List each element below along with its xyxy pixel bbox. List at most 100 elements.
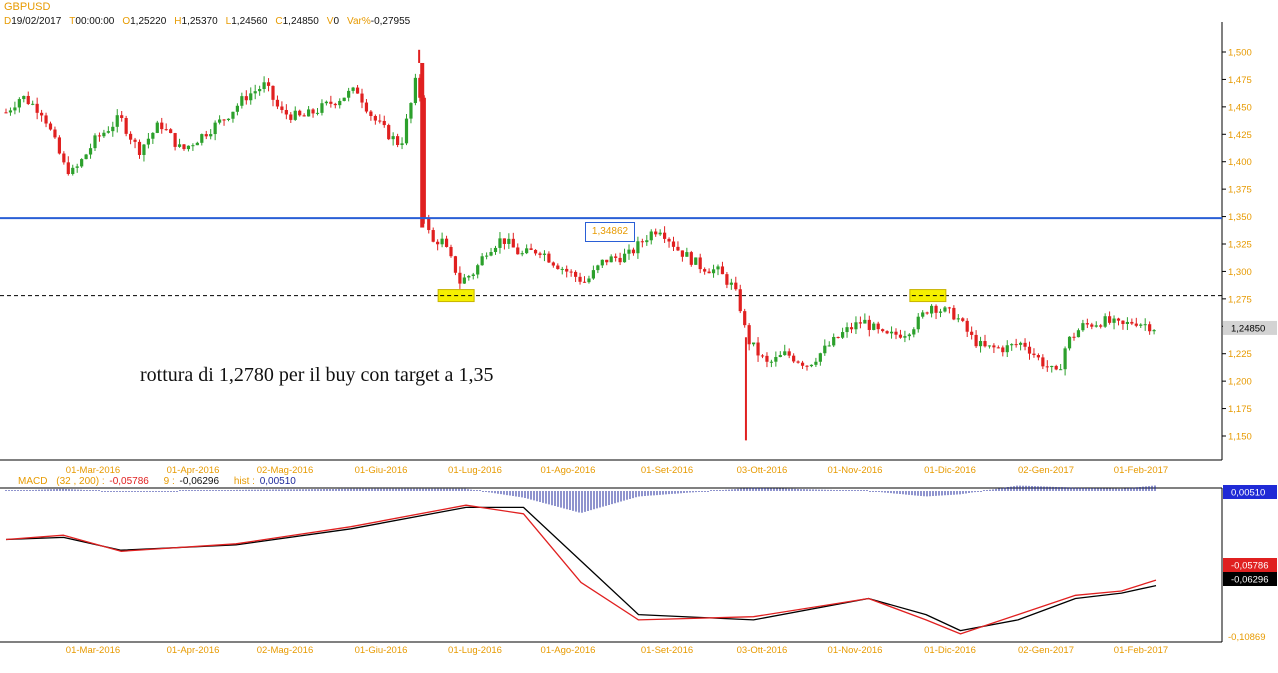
candle xyxy=(1023,338,1027,351)
candle xyxy=(947,306,951,314)
candle xyxy=(983,334,987,348)
candle xyxy=(493,245,498,255)
candle xyxy=(31,100,35,106)
candle xyxy=(800,360,805,369)
candle xyxy=(88,143,93,159)
candle xyxy=(827,341,831,347)
candle xyxy=(173,132,177,151)
candle xyxy=(934,304,938,320)
y-tick-label: 1,425 xyxy=(1228,130,1252,141)
candle xyxy=(894,328,898,340)
candle xyxy=(1152,329,1156,335)
candle xyxy=(729,278,733,290)
candle xyxy=(1112,315,1116,330)
candle xyxy=(160,117,164,134)
y-tick-label: 1,150 xyxy=(1228,432,1252,443)
y-tick-label: 1,200 xyxy=(1228,377,1252,388)
last-price-tag: 1,24850 xyxy=(1223,320,1277,335)
candle xyxy=(711,264,716,278)
last-price-bg xyxy=(1223,320,1277,335)
candle xyxy=(538,251,542,259)
ohlc-readout: D19/02/2017 T00:00:00 O1,25220 H1,25370 L1,2… xyxy=(4,16,410,27)
candle xyxy=(1019,341,1023,351)
candle xyxy=(137,139,142,159)
candle xyxy=(382,115,386,128)
candle xyxy=(1059,363,1063,371)
candle xyxy=(889,326,894,339)
candle xyxy=(743,308,747,328)
field-key: O xyxy=(122,16,131,27)
candle xyxy=(533,249,538,256)
candle xyxy=(956,314,960,323)
candle xyxy=(360,88,364,109)
candle xyxy=(605,259,609,266)
field-key: D xyxy=(4,16,12,27)
candle xyxy=(1067,336,1072,351)
candle xyxy=(938,308,943,318)
candle xyxy=(218,115,222,125)
candle xyxy=(881,328,885,333)
candle xyxy=(698,253,702,274)
candle xyxy=(182,143,186,151)
candle xyxy=(1072,332,1076,341)
candle xyxy=(40,109,44,122)
y-tick-label: 1,475 xyxy=(1228,75,1252,86)
candle xyxy=(502,238,506,250)
candle xyxy=(298,109,302,117)
x-tick-label: 01-Giu-2016 xyxy=(355,645,408,656)
candle xyxy=(560,266,564,275)
candle xyxy=(631,247,636,256)
symbol-title: GBPUSD xyxy=(4,1,51,13)
y-tick-label: 1,375 xyxy=(1228,185,1252,196)
candle xyxy=(974,330,978,349)
candle xyxy=(444,235,449,248)
candle xyxy=(663,226,667,243)
candle xyxy=(836,336,840,339)
candle xyxy=(120,110,124,122)
candle xyxy=(1134,317,1138,328)
hist-tag: 0,00510 xyxy=(1223,485,1277,499)
drop-candle xyxy=(420,62,425,228)
field-key: Var% xyxy=(347,16,371,27)
candle xyxy=(440,232,444,248)
candle xyxy=(111,121,115,137)
candle xyxy=(912,327,916,338)
candle xyxy=(431,227,435,243)
candle xyxy=(1130,318,1134,326)
svg-text:0,00510: 0,00510 xyxy=(1231,488,1265,499)
field-value: 1,24560 xyxy=(231,16,268,27)
candle xyxy=(329,95,333,108)
candle xyxy=(1125,317,1129,331)
candle xyxy=(849,322,854,334)
candle xyxy=(587,275,591,284)
x-tick-label: 01-Mar-2016 xyxy=(66,465,120,476)
candle xyxy=(71,164,75,176)
candle xyxy=(142,143,146,162)
candle xyxy=(102,129,106,138)
price-box: 1,34862 xyxy=(585,222,635,242)
field-key: T xyxy=(69,16,76,27)
macd-tag: -0,05786 xyxy=(1223,558,1277,572)
x-tick-label: 01-Dic-2016 xyxy=(924,465,976,476)
candle xyxy=(707,268,711,274)
candle xyxy=(409,102,413,124)
candle xyxy=(1103,313,1107,328)
candle xyxy=(453,255,458,276)
macd-lines xyxy=(5,504,1157,635)
candle xyxy=(680,250,684,262)
candle xyxy=(1108,311,1112,325)
candle xyxy=(57,135,61,155)
candle xyxy=(507,233,511,249)
candle xyxy=(324,100,328,106)
x-tick-label: 01-Mar-2016 xyxy=(66,645,120,656)
x-tick-label: 01-Set-2016 xyxy=(641,465,693,476)
candle xyxy=(925,311,929,315)
candle xyxy=(226,118,231,122)
candle xyxy=(280,101,284,114)
candle xyxy=(177,138,182,148)
candle xyxy=(1001,345,1005,357)
svg-text:-0,05786: -0,05786 xyxy=(1231,561,1269,572)
candle xyxy=(186,145,191,152)
hist-label: hist : xyxy=(233,476,255,487)
